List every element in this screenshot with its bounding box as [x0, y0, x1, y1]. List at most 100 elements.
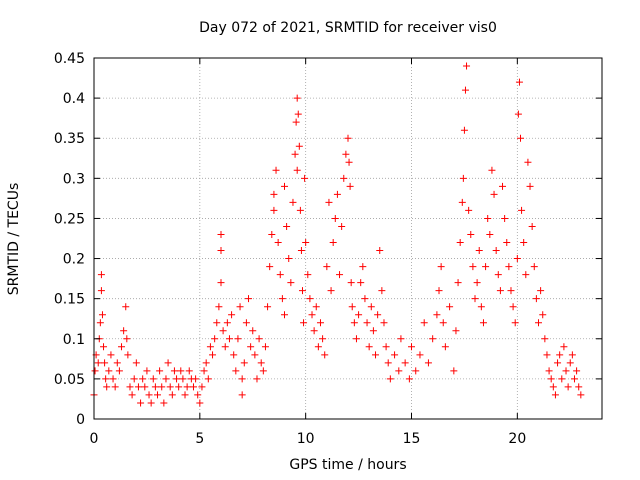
data-point [391, 351, 399, 359]
y-tick-label: 0.05 [54, 372, 85, 388]
data-point [103, 383, 111, 391]
grid-lines [94, 58, 602, 419]
data-point [435, 287, 443, 295]
data-point [526, 182, 534, 190]
data-point [301, 174, 309, 182]
data-point [113, 359, 121, 367]
data-point [118, 343, 126, 351]
data-point [217, 230, 225, 238]
data-point [482, 263, 490, 271]
data-point [342, 150, 350, 158]
data-point [189, 383, 197, 391]
data-point [143, 367, 151, 375]
data-point [251, 351, 259, 359]
data-point [194, 391, 202, 399]
data-point [126, 383, 134, 391]
data-point [177, 367, 185, 375]
data-point [424, 359, 432, 367]
data-point [323, 263, 331, 271]
data-point [160, 399, 168, 407]
data-point [439, 319, 447, 327]
data-point [433, 311, 441, 319]
data-point [528, 222, 536, 230]
y-tick-label: 0.1 [63, 332, 85, 348]
data-point [486, 230, 494, 238]
data-point [437, 263, 445, 271]
data-point [264, 303, 272, 311]
data-point [257, 359, 265, 367]
data-points [90, 62, 585, 407]
data-point [416, 351, 424, 359]
data-point [325, 198, 333, 206]
data-point [97, 287, 105, 295]
data-point [245, 295, 253, 303]
data-point [492, 247, 500, 255]
data-point [509, 303, 517, 311]
data-point [198, 383, 206, 391]
data-point [452, 327, 460, 335]
data-point [535, 319, 542, 327]
data-point [530, 263, 538, 271]
data-point [179, 375, 187, 383]
data-point [316, 319, 324, 327]
data-point [333, 190, 341, 198]
data-point [281, 182, 288, 190]
data-point [532, 295, 540, 303]
data-point [162, 375, 170, 383]
data-point [302, 239, 310, 247]
data-point [380, 319, 388, 327]
data-point [294, 110, 302, 118]
y-tick-label: 0.2 [63, 252, 85, 268]
data-point [376, 247, 384, 255]
data-point [158, 383, 166, 391]
y-tick-label: 0.45 [54, 51, 85, 67]
data-point [329, 239, 337, 247]
x-tick-label: 0 [90, 431, 99, 447]
data-point [575, 383, 583, 391]
data-point [291, 150, 299, 158]
data-point [221, 343, 229, 351]
data-point [170, 367, 178, 375]
plot-frame [93, 57, 603, 420]
data-point [568, 351, 576, 359]
data-point [238, 391, 246, 399]
data-point [247, 343, 255, 351]
data-point [570, 375, 578, 383]
data-point [408, 343, 415, 351]
data-point [405, 375, 413, 383]
data-point [515, 78, 523, 86]
data-point [98, 311, 106, 319]
data-point [355, 311, 363, 319]
data-point [147, 399, 155, 407]
data-point [469, 263, 477, 271]
data-point [505, 263, 513, 271]
data-point [215, 303, 223, 311]
y-tick-label: 0 [76, 412, 85, 428]
data-point [287, 279, 295, 287]
data-point [499, 182, 507, 190]
data-point [185, 367, 193, 375]
data-point [463, 62, 471, 70]
data-point [306, 295, 314, 303]
data-point [348, 303, 356, 311]
data-point [285, 255, 293, 263]
x-tick-label: 15 [403, 431, 421, 447]
data-point [361, 295, 369, 303]
data-point [295, 142, 303, 150]
data-point [454, 279, 462, 287]
y-tick-label: 0.4 [63, 91, 85, 107]
data-point [564, 383, 572, 391]
data-point [234, 335, 242, 343]
data-point [560, 343, 568, 351]
data-point [395, 367, 403, 375]
data-point [524, 158, 532, 166]
data-point [467, 230, 475, 238]
data-point [217, 279, 225, 287]
data-point [338, 222, 346, 230]
data-point [543, 351, 551, 359]
data-point [202, 359, 210, 367]
data-point [477, 303, 485, 311]
data-point [297, 247, 305, 255]
data-point [228, 311, 236, 319]
